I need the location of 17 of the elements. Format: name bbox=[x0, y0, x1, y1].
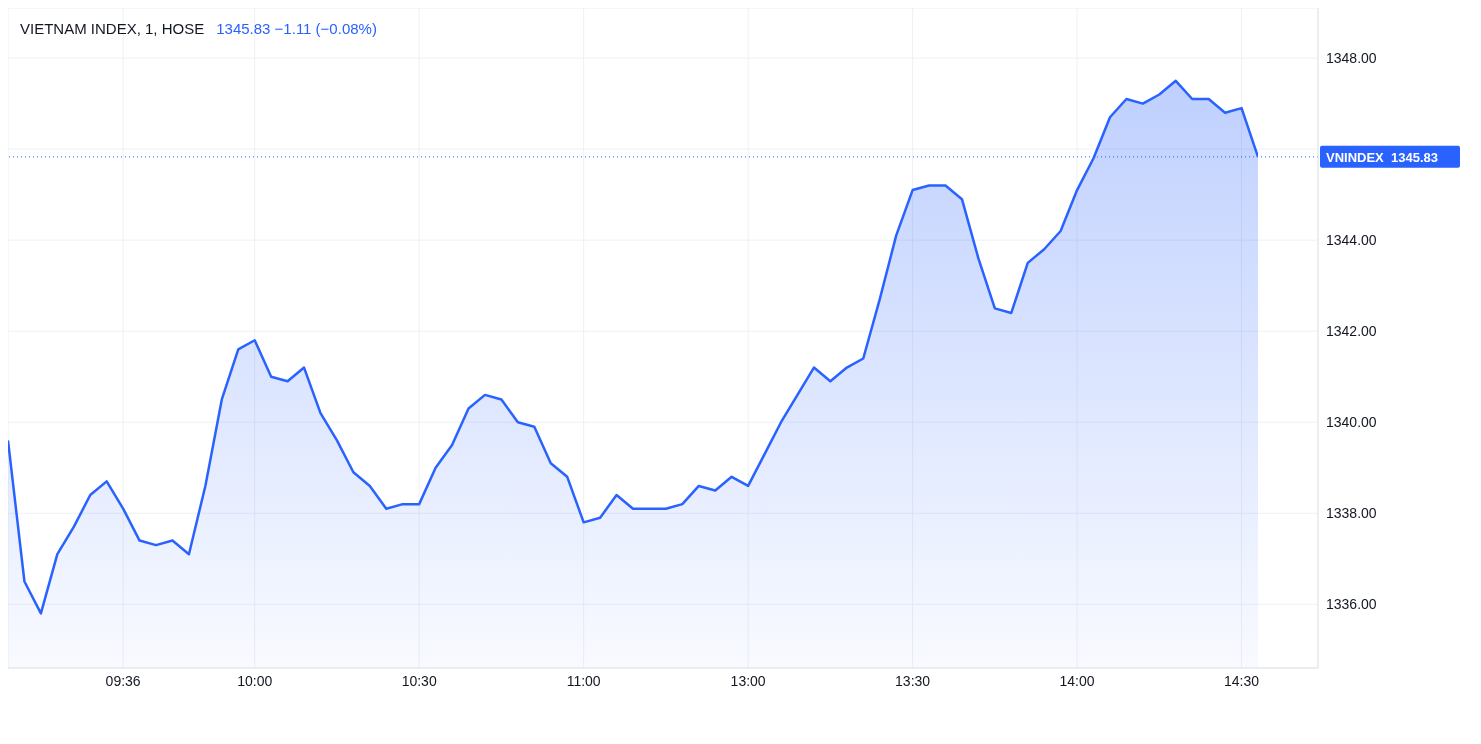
x-tick-label: 13:00 bbox=[730, 672, 766, 689]
x-tick-label: 10:30 bbox=[401, 672, 437, 689]
x-tick-label: 14:00 bbox=[1059, 672, 1095, 689]
x-tick-label: 09:36 bbox=[105, 672, 141, 689]
text: 1345.83 −1.11 (−0.08%) bbox=[216, 20, 377, 37]
y-tick-label: 1348.00 bbox=[1326, 50, 1377, 67]
y-tick-label: 1336.00 bbox=[1326, 596, 1377, 613]
y-tick-label: 1344.00 bbox=[1326, 232, 1377, 249]
text: VIETNAM INDEX, 1, HOSE bbox=[20, 20, 205, 37]
y-tick-label: 1338.00 bbox=[1326, 505, 1377, 522]
y-tick-label: 1340.00 bbox=[1326, 414, 1377, 431]
x-tick-label: 13:30 bbox=[895, 672, 931, 689]
y-tick-label: 1342.00 bbox=[1326, 323, 1377, 340]
ref-line-label: VNINDEX 1345.83 bbox=[1326, 149, 1439, 165]
x-tick-label: 11:00 bbox=[566, 672, 601, 689]
x-tick-label: 14:30 bbox=[1224, 672, 1260, 689]
x-tick-label: 10:00 bbox=[237, 672, 273, 689]
